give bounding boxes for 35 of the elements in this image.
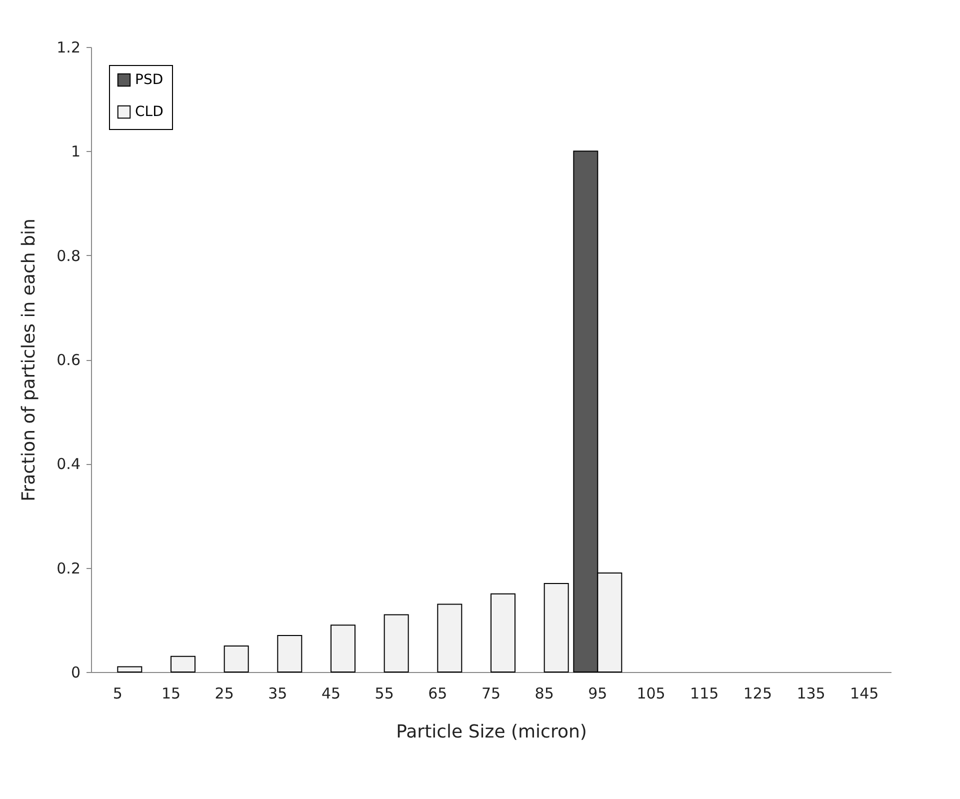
bar	[330, 624, 356, 672]
x-tick-label: 145	[850, 684, 879, 702]
x-tick-label: 5	[112, 684, 122, 702]
bar	[224, 645, 249, 672]
bar	[384, 614, 409, 672]
x-tick-label: 105	[636, 684, 666, 702]
x-tick-label: 45	[321, 684, 341, 702]
x-tick-label: 95	[588, 684, 608, 702]
x-tick-label: 25	[214, 684, 234, 702]
bar	[490, 593, 516, 672]
y-tick-label: 0.2	[56, 559, 80, 578]
x-axis-title: Particle Size (micron)	[396, 722, 587, 742]
x-tick-label: 35	[268, 684, 288, 702]
bar	[437, 604, 462, 672]
y-tick-label: 1.2	[56, 38, 80, 56]
x-tick-label: 65	[428, 684, 448, 702]
y-tick-label: 0.6	[56, 351, 80, 369]
y-tick-label: 1	[70, 142, 80, 161]
x-tick-label: 125	[743, 684, 772, 702]
y-tick-label: 0	[70, 664, 80, 682]
x-tick-label: 55	[374, 684, 394, 702]
bar	[544, 582, 569, 672]
y-axis-title: Fraction of particles in each bin	[18, 218, 40, 502]
x-tick-label: 135	[796, 684, 826, 702]
legend-label: CLD	[135, 104, 164, 120]
x-tick-label: 75	[481, 684, 501, 702]
bar	[117, 666, 142, 672]
x-tick-label: 15	[161, 684, 181, 702]
bar	[170, 656, 196, 672]
bar	[277, 635, 302, 672]
x-tick-label: 115	[690, 684, 719, 702]
y-tick-label: 0.4	[56, 455, 80, 474]
x-tick-label: 85	[534, 684, 554, 702]
legend-label: PSD	[135, 72, 164, 88]
y-tick-label: 0.8	[56, 246, 80, 265]
